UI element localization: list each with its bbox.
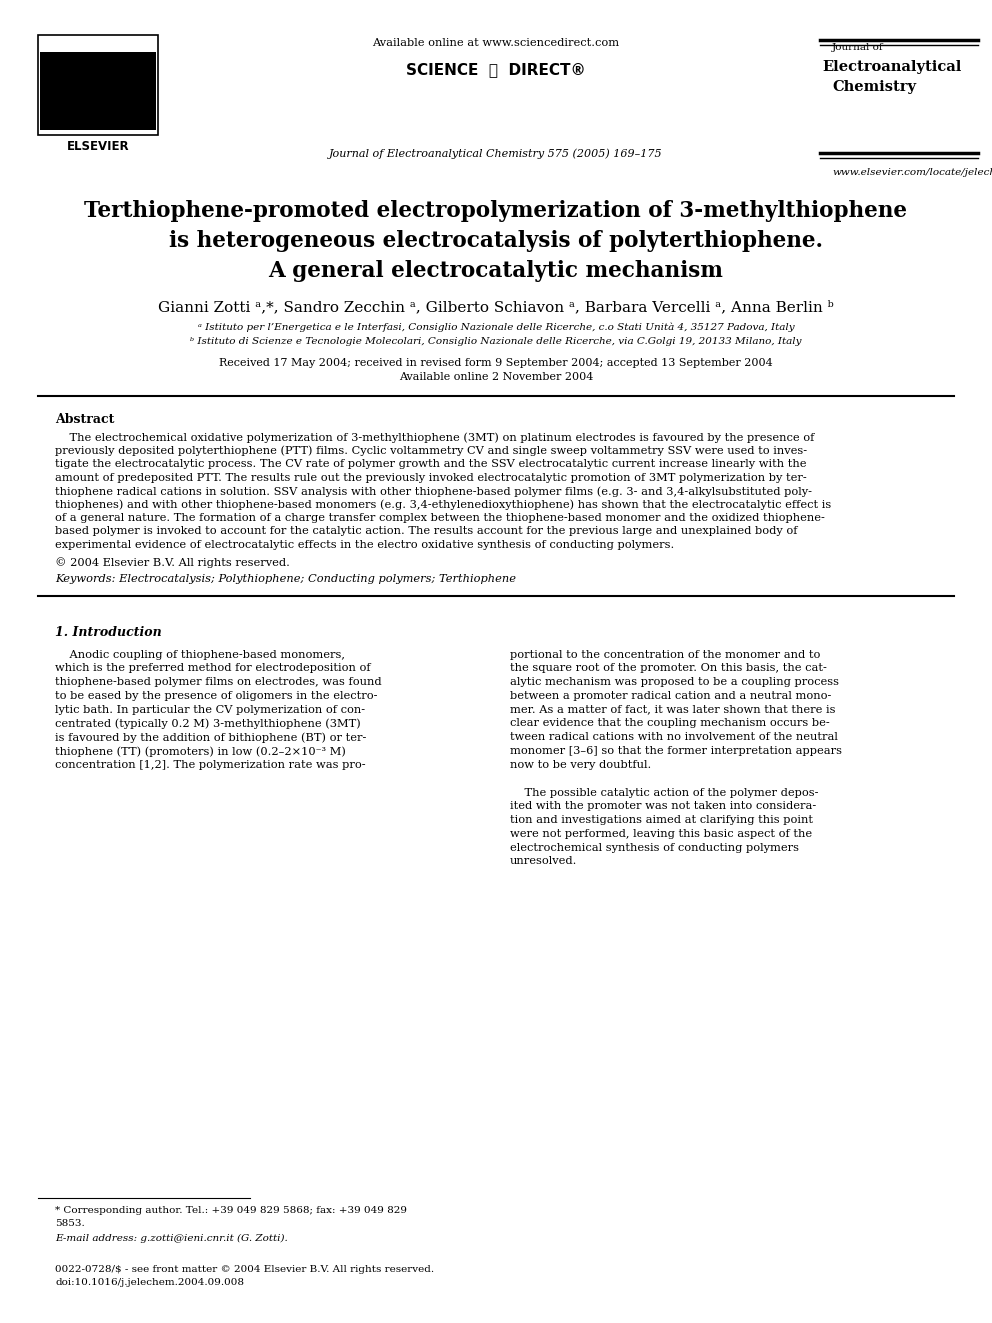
Text: were not performed, leaving this basic aspect of the: were not performed, leaving this basic a… — [510, 830, 812, 839]
Text: Keywords: Electrocatalysis; Polythiophene; Conducting polymers; Terthiophene: Keywords: Electrocatalysis; Polythiophen… — [55, 573, 516, 583]
Text: to be eased by the presence of oligomers in the electro-: to be eased by the presence of oligomers… — [55, 691, 378, 701]
Text: Available online 2 November 2004: Available online 2 November 2004 — [399, 372, 593, 382]
Text: thiophene radical cations in solution. SSV analysis with other thiophene-based p: thiophene radical cations in solution. S… — [55, 486, 812, 496]
Text: between a promoter radical cation and a neutral mono-: between a promoter radical cation and a … — [510, 691, 831, 701]
Text: 1. Introduction: 1. Introduction — [55, 626, 162, 639]
Text: tigate the electrocatalytic process. The CV rate of polymer growth and the SSV e: tigate the electrocatalytic process. The… — [55, 459, 806, 468]
Text: is favoured by the addition of bithiophene (BT) or ter-: is favoured by the addition of bithiophe… — [55, 733, 366, 742]
Text: Anodic coupling of thiophene-based monomers,: Anodic coupling of thiophene-based monom… — [55, 650, 345, 659]
Text: mer. As a matter of fact, it was later shown that there is: mer. As a matter of fact, it was later s… — [510, 705, 835, 714]
Text: ELSEVIER: ELSEVIER — [66, 140, 129, 153]
Text: Electroanalytical: Electroanalytical — [822, 60, 961, 74]
Text: E-mail address: g.zotti@ieni.cnr.it (G. Zotti).: E-mail address: g.zotti@ieni.cnr.it (G. … — [55, 1234, 288, 1244]
Text: Chemistry: Chemistry — [832, 79, 916, 94]
Text: * Corresponding author. Tel.: +39 049 829 5868; fax: +39 049 829: * Corresponding author. Tel.: +39 049 82… — [55, 1207, 407, 1215]
Text: Abstract: Abstract — [55, 413, 114, 426]
Text: previously deposited polyterthiophene (PTT) films. Cyclic voltammetry CV and sin: previously deposited polyterthiophene (P… — [55, 446, 807, 456]
Text: Journal of: Journal of — [832, 44, 884, 52]
Text: 0022-0728/$ - see front matter © 2004 Elsevier B.V. All rights reserved.: 0022-0728/$ - see front matter © 2004 El… — [55, 1265, 434, 1274]
Text: Received 17 May 2004; received in revised form 9 September 2004; accepted 13 Sep: Received 17 May 2004; received in revise… — [219, 359, 773, 368]
Text: of a general nature. The formation of a charge transfer complex between the thio: of a general nature. The formation of a … — [55, 513, 825, 523]
Text: based polymer is invoked to account for the catalytic action. The results accoun: based polymer is invoked to account for … — [55, 527, 798, 537]
Text: thiophene-based polymer films on electrodes, was found: thiophene-based polymer films on electro… — [55, 677, 382, 687]
Text: Gianni Zotti ᵃ,*, Sandro Zecchin ᵃ, Gilberto Schiavon ᵃ, Barbara Vercelli ᵃ, Ann: Gianni Zotti ᵃ,*, Sandro Zecchin ᵃ, Gilb… — [158, 300, 834, 314]
Text: ᵃ Istituto per l’Energetica e le Interfasi, Consiglio Nazionale delle Ricerche, : ᵃ Istituto per l’Energetica e le Interfa… — [197, 321, 795, 332]
Text: amount of predeposited PTT. The results rule out the previously invoked electroc: amount of predeposited PTT. The results … — [55, 472, 806, 483]
Text: which is the preferred method for electrodeposition of: which is the preferred method for electr… — [55, 663, 371, 673]
Text: is heterogeneous electrocatalysis of polyterthiophene.: is heterogeneous electrocatalysis of pol… — [169, 230, 823, 251]
Text: The possible catalytic action of the polymer depos-: The possible catalytic action of the pol… — [510, 787, 818, 798]
Text: thiophenes) and with other thiophene-based monomers (e.g. 3,4-ethylenedioxythiop: thiophenes) and with other thiophene-bas… — [55, 500, 831, 511]
Text: 5853.: 5853. — [55, 1218, 84, 1228]
Text: Journal of Electroanalytical Chemistry 575 (2005) 169–175: Journal of Electroanalytical Chemistry 5… — [329, 148, 663, 159]
Text: monomer [3–6] so that the former interpretation appears: monomer [3–6] so that the former interpr… — [510, 746, 842, 757]
Text: www.elsevier.com/locate/jelechem: www.elsevier.com/locate/jelechem — [832, 168, 992, 177]
Text: electrochemical synthesis of conducting polymers: electrochemical synthesis of conducting … — [510, 843, 799, 853]
Text: portional to the concentration of the monomer and to: portional to the concentration of the mo… — [510, 650, 820, 659]
FancyBboxPatch shape — [38, 34, 158, 135]
Text: now to be very doubtful.: now to be very doubtful. — [510, 759, 652, 770]
Text: ited with the promoter was not taken into considera-: ited with the promoter was not taken int… — [510, 802, 816, 811]
Text: alytic mechanism was proposed to be a coupling process: alytic mechanism was proposed to be a co… — [510, 677, 839, 687]
Text: tween radical cations with no involvement of the neutral: tween radical cations with no involvemen… — [510, 733, 838, 742]
Text: A general electrocatalytic mechanism: A general electrocatalytic mechanism — [269, 261, 723, 282]
Text: SCIENCE  ⓓ  DIRECT®: SCIENCE ⓓ DIRECT® — [406, 62, 586, 77]
Text: Available online at www.sciencedirect.com: Available online at www.sciencedirect.co… — [372, 38, 620, 48]
Text: thiophene (TT) (promoters) in low (0.2–2×10⁻³ M): thiophene (TT) (promoters) in low (0.2–2… — [55, 746, 346, 757]
Text: Terthiophene-promoted electropolymerization of 3-methylthiophene: Terthiophene-promoted electropolymerizat… — [84, 200, 908, 222]
Text: unresolved.: unresolved. — [510, 856, 577, 867]
Text: clear evidence that the coupling mechanism occurs be-: clear evidence that the coupling mechani… — [510, 718, 829, 729]
Text: The electrochemical oxidative polymerization of 3-methylthiophene (3MT) on plati: The electrochemical oxidative polymeriza… — [55, 433, 814, 443]
Text: © 2004 Elsevier B.V. All rights reserved.: © 2004 Elsevier B.V. All rights reserved… — [55, 557, 290, 569]
Text: concentration [1,2]. The polymerization rate was pro-: concentration [1,2]. The polymerization … — [55, 759, 366, 770]
Text: experimental evidence of electrocatalytic effects in the electro oxidative synth: experimental evidence of electrocatalyti… — [55, 540, 675, 550]
Text: centrated (typically 0.2 M) 3-methylthiophene (3MT): centrated (typically 0.2 M) 3-methylthio… — [55, 718, 361, 729]
Text: lytic bath. In particular the CV polymerization of con-: lytic bath. In particular the CV polymer… — [55, 705, 365, 714]
Text: doi:10.1016/j.jelechem.2004.09.008: doi:10.1016/j.jelechem.2004.09.008 — [55, 1278, 244, 1287]
Text: tion and investigations aimed at clarifying this point: tion and investigations aimed at clarify… — [510, 815, 813, 826]
Text: ᵇ Istituto di Scienze e Tecnologie Molecolari, Consiglio Nazionale delle Ricerch: ᵇ Istituto di Scienze e Tecnologie Molec… — [190, 337, 802, 347]
FancyBboxPatch shape — [40, 52, 156, 130]
Text: the square root of the promoter. On this basis, the cat-: the square root of the promoter. On this… — [510, 663, 827, 673]
